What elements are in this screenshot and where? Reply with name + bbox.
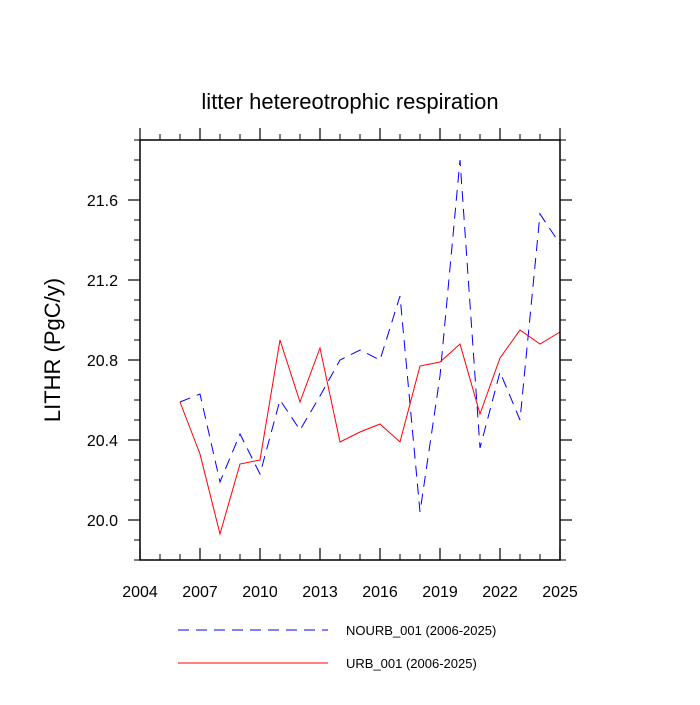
x-tick-label: 2025: [542, 584, 578, 601]
x-tick-label: 2019: [422, 584, 458, 601]
legend-label: URB_001 (2006-2025): [346, 656, 477, 671]
x-tick-label: 2022: [482, 584, 518, 601]
y-tick-label: 20.8: [87, 353, 118, 370]
y-tick-label: 21.6: [87, 193, 118, 210]
y-tick-label: 21.2: [87, 273, 118, 290]
y-tick-label: 20.4: [87, 433, 118, 450]
y-axis-label: LITHR (PgC/y): [40, 278, 65, 422]
series-line-nourb-001: [179, 159, 561, 513]
legend-label: NOURB_001 (2006-2025): [346, 623, 496, 638]
plot-frame: [139, 139, 561, 561]
x-tick-label: 2010: [242, 584, 278, 601]
x-tick-label: 2004: [122, 584, 158, 601]
y-tick-label: 20.0: [87, 513, 118, 530]
x-tick-label: 2007: [182, 584, 218, 601]
series-line-urb-001: [179, 329, 561, 536]
x-tick-label: 2016: [362, 584, 398, 601]
chart-title: litter hetereotrophic respiration: [201, 89, 498, 114]
x-tick-label: 2013: [302, 584, 338, 601]
